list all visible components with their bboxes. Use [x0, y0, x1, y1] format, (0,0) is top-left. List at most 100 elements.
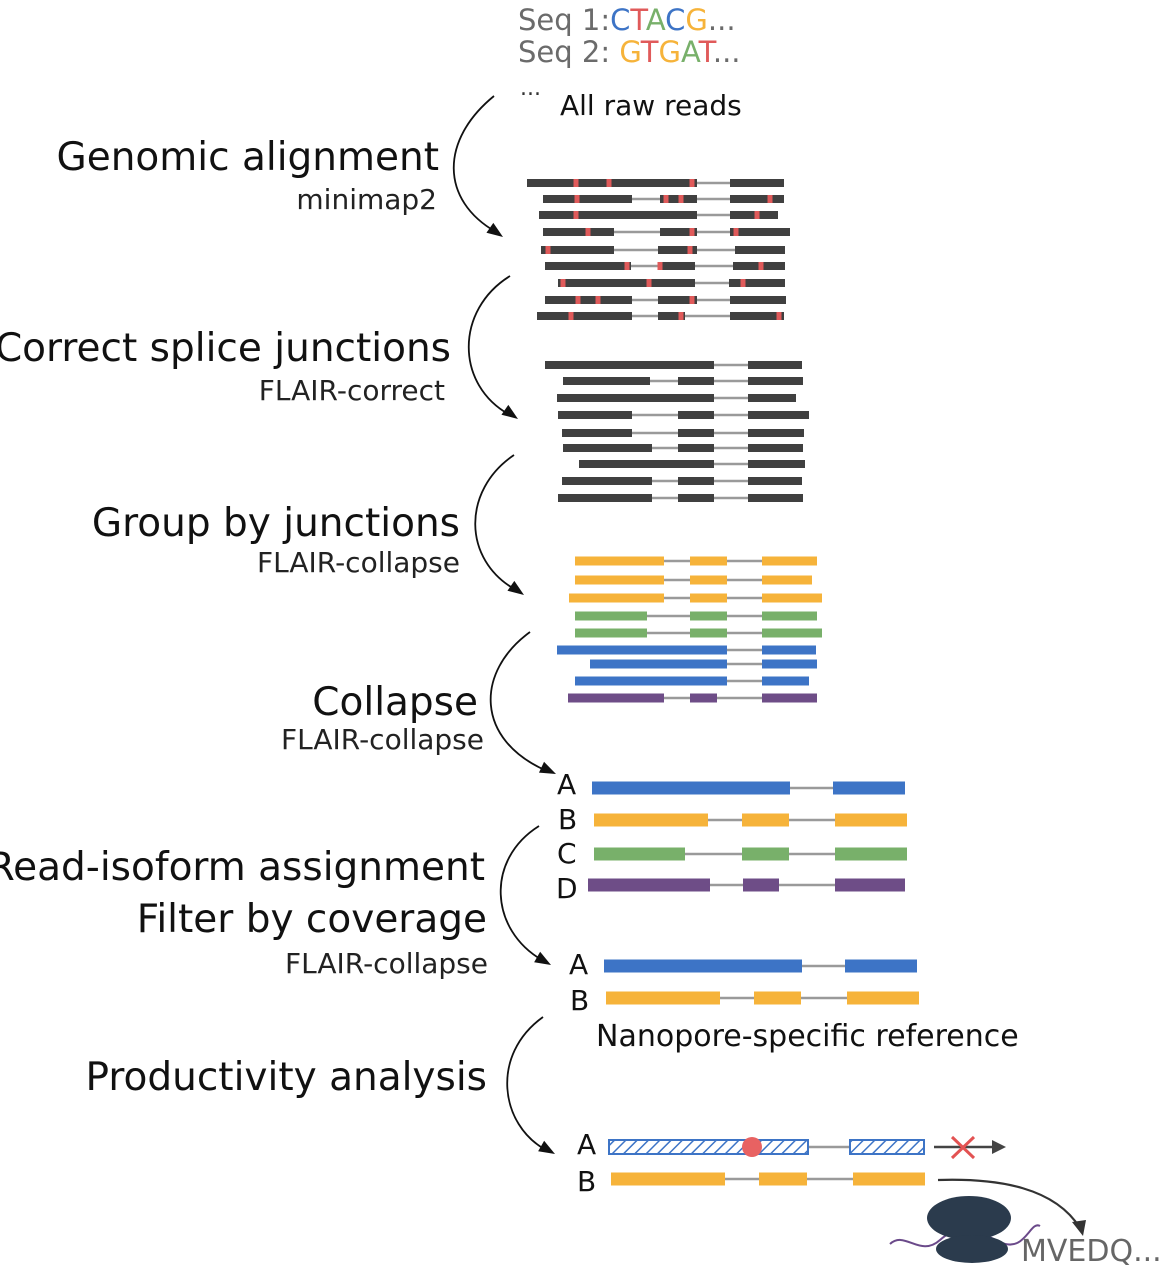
- exon-block: [558, 411, 632, 419]
- exon-block: [575, 575, 664, 585]
- mismatch-mark: [560, 279, 566, 287]
- aligned-read-2: [543, 195, 784, 203]
- exon-block: [527, 179, 697, 187]
- mismatch-mark: [740, 279, 746, 287]
- reference-label: Nanopore-specific reference: [596, 1019, 1019, 1054]
- exon-block: [558, 279, 695, 287]
- productivity-graphics: [608, 1135, 1086, 1263]
- flow-arrow-head: [534, 951, 551, 965]
- translation-arrowhead: [992, 1140, 1006, 1154]
- exon-block: [730, 195, 784, 203]
- base-letter: T: [698, 35, 713, 69]
- exon-block: [569, 593, 664, 603]
- exon-block: [849, 1139, 925, 1155]
- mismatch-mark: [575, 296, 581, 304]
- step-group-junctions-tool: FLAIR-collapse: [256, 546, 460, 579]
- filtered-isoform-2: [606, 991, 919, 1005]
- ribosome-small-subunit: [936, 1235, 1008, 1263]
- aligned-read-3: [539, 211, 778, 219]
- exon-block: [658, 262, 695, 270]
- exon-block: [748, 394, 796, 402]
- isoform-label-c: C: [557, 837, 577, 870]
- exon-block: [608, 1139, 809, 1155]
- exon-block: [742, 847, 789, 861]
- exon-block: [762, 693, 817, 703]
- aligned-read-7: [558, 279, 785, 287]
- exon-block: [762, 645, 816, 655]
- corrected-read-9: [558, 494, 803, 502]
- exon-block: [835, 878, 905, 892]
- exon-block: [730, 211, 778, 219]
- aligned-read-6: [545, 262, 785, 270]
- flow-arrows: [452, 95, 556, 1154]
- exon-block: [748, 411, 809, 419]
- mismatch-mark: [758, 262, 764, 270]
- flow-arrow-curve: [468, 275, 511, 416]
- exon-block: [575, 611, 647, 621]
- exon-block: [678, 377, 714, 385]
- grouped-read-4: [575, 611, 817, 621]
- grouped-read-8: [575, 676, 809, 686]
- step-read-isoform-title: Read-isoform assignment: [0, 845, 485, 890]
- mismatch-mark: [545, 246, 551, 254]
- exon-block: [742, 813, 789, 827]
- exon-block: [748, 361, 802, 369]
- cross-mark: [950, 1135, 976, 1160]
- flow-arrow-head: [538, 761, 556, 774]
- exon-block: [730, 228, 790, 236]
- exon-block: [588, 878, 710, 892]
- step-correct-splice-tool: FLAIR-correct: [258, 374, 445, 407]
- mismatch-mark: [585, 228, 591, 236]
- step-collapse-tool: FLAIR-collapse: [280, 723, 484, 756]
- flow-arrow-head: [501, 404, 518, 419]
- seq-1-line: Seq 1:CTACG...: [518, 6, 736, 35]
- mismatch-mark: [573, 211, 579, 219]
- arrow-productivity: [506, 1016, 555, 1154]
- corrected-read-4: [558, 411, 809, 419]
- exon-block: [690, 575, 727, 585]
- exon-block: [611, 1172, 725, 1186]
- base-letter: T: [640, 35, 659, 69]
- exon-block: [658, 296, 697, 304]
- exon-block: [590, 659, 727, 669]
- exon-block: [690, 611, 727, 621]
- aligned-read-9: [537, 312, 784, 320]
- exon-block: [853, 1172, 925, 1186]
- mismatch-mark: [568, 312, 574, 320]
- exon-block: [557, 394, 714, 402]
- aligned-read-1: [527, 179, 784, 187]
- base-letter: G: [658, 35, 681, 69]
- step-read-isoform-tool: FLAIR-collapse: [284, 947, 488, 980]
- exon-block: [762, 556, 817, 566]
- flow-arrow-head: [486, 222, 503, 237]
- exon-block: [545, 361, 714, 369]
- exon-block: [690, 593, 727, 603]
- exon-block: [562, 429, 632, 437]
- collapsed-isoform-1: [592, 781, 905, 795]
- aligned-read-8: [545, 296, 786, 304]
- exon-block: [845, 959, 917, 973]
- seq-2-bases: GTGAT: [619, 35, 713, 69]
- exon-block: [579, 460, 714, 468]
- seq-1-suffix: ...: [707, 3, 736, 37]
- productivity-label-a: A: [577, 1128, 597, 1161]
- corrected-read-6: [563, 444, 803, 452]
- exon-block: [543, 195, 632, 203]
- aligned-read-5: [541, 246, 785, 254]
- seq-2-line: Seq 2: GTGAT...: [518, 38, 741, 67]
- mismatch-mark: [678, 195, 684, 203]
- step-genomic-alignment-tool: minimap2: [296, 183, 437, 216]
- exon-block: [575, 628, 647, 638]
- exon-block: [660, 228, 697, 236]
- mismatch-mark: [573, 179, 579, 187]
- exon-block: [748, 444, 803, 452]
- exon-block: [545, 262, 631, 270]
- unproductive-isoform-a: [608, 1135, 1006, 1160]
- corrected-read-8: [562, 477, 802, 485]
- exon-block: [762, 611, 817, 621]
- exon-block: [835, 813, 907, 827]
- exon-block: [847, 991, 919, 1005]
- mismatch-mark: [657, 262, 663, 270]
- base-letter: C: [665, 3, 686, 37]
